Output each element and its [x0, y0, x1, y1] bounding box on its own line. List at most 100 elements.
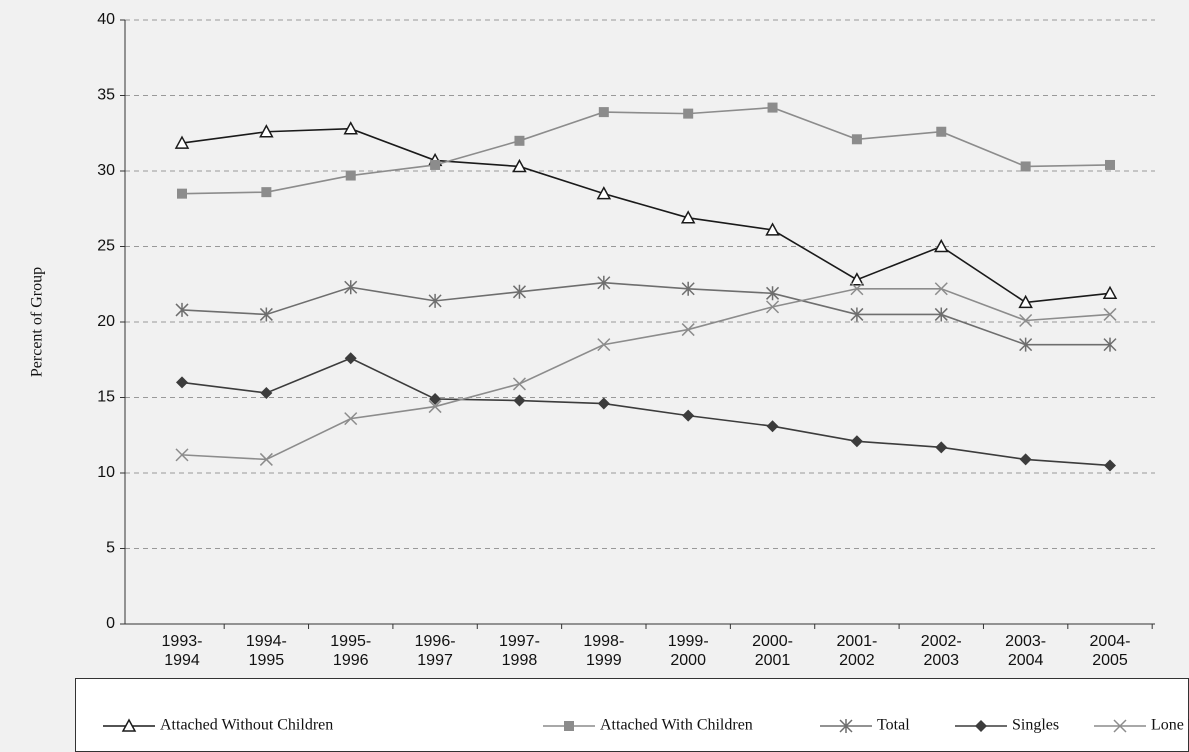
marker	[766, 420, 779, 433]
marker	[766, 300, 780, 314]
marker	[598, 107, 609, 118]
marker	[683, 108, 694, 119]
marker	[1019, 453, 1032, 466]
marker	[850, 282, 864, 296]
legend-label: Attached With Children	[600, 717, 753, 734]
x-tick-label: 2003-2004	[1005, 633, 1046, 669]
marker	[430, 159, 441, 170]
y-tick-label: 40	[97, 11, 115, 28]
marker	[175, 302, 189, 317]
marker	[934, 282, 948, 296]
marker	[682, 409, 695, 422]
marker	[259, 452, 273, 466]
marker	[259, 307, 273, 322]
marker	[1020, 161, 1031, 172]
marker	[1102, 285, 1118, 300]
y-tick-label: 30	[97, 162, 115, 179]
x-tick-label: 1996-1997	[415, 633, 456, 669]
x-tick-label: 2001-2002	[836, 633, 877, 669]
marker	[513, 394, 526, 407]
series-line	[181, 357, 1111, 467]
marker	[934, 238, 949, 253]
marker	[428, 293, 442, 308]
marker	[344, 280, 358, 295]
marker	[1105, 159, 1115, 170]
marker	[121, 718, 137, 732]
marker	[429, 393, 442, 406]
x-tick-label: 2000-2001	[752, 633, 793, 669]
marker	[1113, 719, 1127, 733]
marker	[849, 272, 865, 286]
marker	[850, 435, 863, 448]
marker	[597, 397, 610, 410]
marker	[259, 124, 274, 138]
marker	[564, 721, 574, 731]
x-tick-label: 1995-1996	[330, 633, 371, 669]
marker	[1018, 294, 1033, 309]
x-tick-label: 1993-1994	[162, 633, 203, 669]
y-tick-label: 10	[97, 464, 115, 481]
series-line	[181, 281, 1110, 346]
y-tick-label: 5	[106, 540, 115, 557]
y-tick-label: 25	[97, 238, 115, 255]
x-tick-label: 2004-2005	[1090, 633, 1131, 669]
series-line	[181, 127, 1111, 304]
marker	[1019, 337, 1033, 352]
marker	[597, 338, 611, 352]
y-tick-label: 20	[97, 313, 115, 330]
marker	[514, 135, 525, 146]
marker	[934, 307, 948, 322]
marker	[681, 281, 695, 296]
marker	[1103, 307, 1117, 321]
marker	[597, 275, 611, 290]
legend-label: Lone Parents	[1151, 717, 1189, 734]
legend-label: Total	[877, 717, 910, 734]
marker	[1019, 313, 1033, 328]
marker	[767, 102, 778, 113]
legend-box	[75, 678, 1189, 752]
marker	[1104, 459, 1116, 472]
legend-label: Attached Without Children	[160, 717, 333, 734]
marker	[344, 352, 357, 365]
marker	[765, 222, 780, 236]
marker	[596, 186, 612, 200]
marker	[850, 307, 864, 322]
marker	[936, 126, 947, 137]
y-tick-label: 0	[106, 615, 115, 632]
marker	[512, 158, 527, 173]
marker	[260, 386, 273, 399]
marker	[680, 210, 696, 224]
marker	[177, 188, 187, 199]
y-axis-label: Percent of Group	[29, 267, 46, 377]
marker	[261, 187, 272, 198]
x-tick-label: 1999-2000	[668, 633, 709, 669]
x-tick-label: 1998-1999	[583, 633, 624, 669]
y-tick-label: 35	[97, 87, 115, 104]
marker	[428, 400, 442, 414]
legend-label: Singles	[1012, 717, 1059, 734]
marker	[512, 284, 526, 299]
marker	[344, 412, 358, 426]
marker	[839, 719, 853, 733]
marker	[1103, 337, 1117, 352]
marker	[345, 170, 356, 181]
marker	[512, 377, 526, 391]
marker	[343, 121, 358, 135]
marker	[175, 448, 189, 462]
marker	[766, 286, 780, 301]
x-tick-label: 1997-1998	[499, 633, 540, 669]
x-tick-label: 2002-2003	[921, 633, 962, 669]
y-tick-label: 15	[97, 389, 115, 406]
series-line	[181, 287, 1111, 461]
x-tick-label: 1994-1995	[246, 633, 287, 669]
marker	[681, 323, 695, 337]
marker	[176, 376, 188, 389]
marker	[975, 720, 987, 732]
marker	[935, 441, 948, 454]
marker	[851, 134, 862, 145]
marker	[174, 135, 190, 149]
series-line	[181, 106, 1111, 195]
